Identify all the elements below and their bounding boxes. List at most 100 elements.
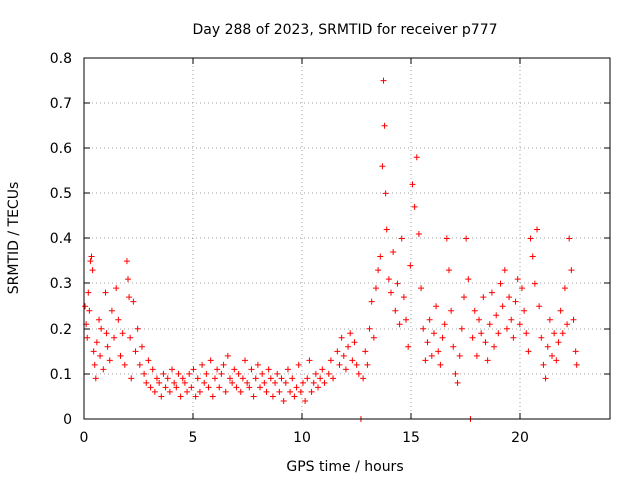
data-point-188 [465, 276, 472, 283]
data-point-114 [306, 357, 313, 364]
data-point-38 [143, 379, 150, 386]
data-point-109 [295, 361, 302, 368]
data-point-126 [336, 361, 343, 368]
data-point-79 [231, 366, 238, 373]
data-point-158 [400, 294, 407, 301]
data-point-146 [379, 163, 386, 170]
data-point-198 [486, 321, 493, 328]
x-tick-label-20: 20 [511, 430, 529, 446]
data-point-181 [450, 343, 457, 350]
data-point-112 [302, 397, 309, 404]
data-point-76 [224, 352, 231, 359]
data-point-19 [106, 357, 113, 364]
data-point-169 [424, 339, 431, 346]
data-point-214 [521, 307, 528, 314]
data-point-167 [420, 325, 427, 332]
data-point-171 [428, 352, 435, 359]
data-point-93 [261, 379, 268, 386]
data-point-237 [570, 316, 577, 323]
data-point-162 [409, 181, 416, 188]
data-point-20 [108, 307, 115, 314]
data-point-106 [289, 375, 296, 382]
data-point-228 [551, 330, 558, 337]
data-point-57 [184, 388, 191, 395]
data-point-128 [340, 352, 347, 359]
data-point-78 [229, 379, 236, 386]
x-tick-label-5: 5 [189, 430, 198, 446]
data-point-132 [349, 357, 356, 364]
data-point-94 [263, 388, 270, 395]
data-point-41 [149, 366, 156, 373]
data-point-157 [398, 235, 405, 242]
y-ticks [84, 102, 610, 375]
data-point-39 [145, 357, 152, 364]
data-point-113 [304, 375, 311, 382]
data-point-139 [364, 361, 371, 368]
data-point-90 [254, 361, 261, 368]
data-point-219 [531, 280, 538, 287]
data-point-5 [87, 258, 94, 265]
y-tick-label-0.5: 0.5 [50, 186, 72, 202]
data-point-161 [407, 262, 414, 269]
data-point-191 [471, 307, 478, 314]
data-point-92 [259, 370, 266, 377]
data-point-192 [473, 352, 480, 359]
data-point-104 [284, 366, 291, 373]
data-point-141 [368, 298, 375, 305]
data-point-58 [186, 370, 193, 377]
data-point-212 [516, 321, 523, 328]
data-point-185 [458, 325, 465, 332]
x-ticks [83, 58, 521, 419]
data-point-30 [127, 334, 134, 341]
data-point-103 [282, 379, 289, 386]
data-point-86 [246, 384, 253, 391]
data-point-216 [525, 348, 532, 355]
chart-title: Day 288 of 2023, SRMTID for receiver p77… [192, 22, 497, 38]
data-point-80 [233, 384, 240, 391]
data-point-172 [430, 330, 437, 337]
y-tick-label-0.4: 0.4 [50, 231, 72, 247]
data-point-182 [452, 370, 459, 377]
data-point-37 [141, 370, 148, 377]
data-point-52 [173, 384, 180, 391]
data-point-47 [162, 384, 169, 391]
data-point-116 [310, 379, 317, 386]
data-point-227 [549, 352, 556, 359]
data-point-101 [278, 375, 285, 382]
data-point-72 [216, 384, 223, 391]
data-point-74 [220, 361, 227, 368]
data-point-122 [325, 370, 332, 377]
data-point-97 [269, 393, 276, 400]
data-point-9 [91, 361, 98, 368]
data-point-56 [181, 379, 188, 386]
data-point-144 [375, 267, 382, 274]
data-point-154 [392, 307, 399, 314]
data-point-75 [222, 388, 229, 395]
data-point-179 [445, 267, 452, 274]
data-point-184 [456, 352, 463, 359]
data-point-40 [147, 384, 154, 391]
data-point-18 [104, 343, 111, 350]
data-point-73 [218, 370, 225, 377]
data-point-48 [164, 375, 171, 382]
data-point-133 [351, 339, 358, 346]
y-tick-label-0.6: 0.6 [50, 141, 72, 157]
data-point-223 [540, 361, 547, 368]
data-point-173 [433, 303, 440, 310]
data-point-196 [482, 339, 489, 346]
data-point-197 [484, 357, 491, 364]
data-point-218 [529, 253, 536, 260]
data-point-148 [381, 122, 388, 129]
data-point-201 [493, 312, 500, 319]
data-point-102 [280, 397, 287, 404]
data-point-70 [211, 375, 218, 382]
data-point-118 [315, 384, 322, 391]
data-point-217 [527, 235, 534, 242]
data-point-87 [248, 366, 255, 373]
y-tick-label-0: 0 [63, 412, 72, 428]
data-point-83 [239, 375, 246, 382]
data-point-65 [201, 379, 208, 386]
data-point-71 [214, 366, 221, 373]
data-point-29 [126, 294, 133, 301]
data-point-208 [508, 316, 515, 323]
